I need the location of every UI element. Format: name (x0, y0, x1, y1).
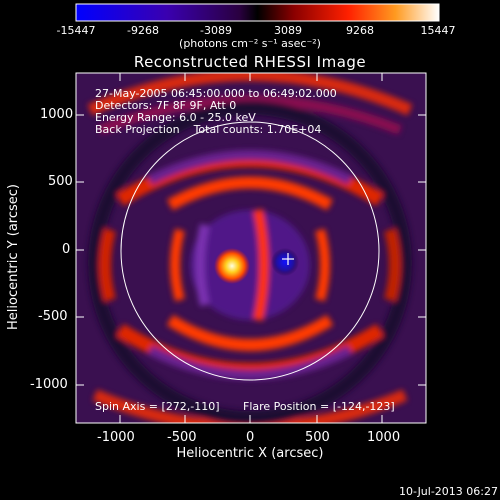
x-tick-label: 0 (246, 430, 255, 445)
colorbar (75, 3, 440, 22)
info-detectors: Detectors: 7F 8F 9F, Att 0 (95, 99, 237, 112)
info-time-range: 27-May-2005 06:45:00.000 to 06:49:02.000 (95, 87, 337, 100)
x-tick-label: -500 (167, 430, 197, 445)
x-tick-marks (119, 73, 383, 423)
reconstructed-image (76, 73, 426, 423)
info-block: 27-May-2005 06:45:00.000 to 06:49:02.000… (95, 88, 337, 136)
flare-source-bright (214, 248, 250, 284)
colorbar-tick-5: 9268 (346, 24, 374, 37)
x-tick-label: 500 (305, 430, 330, 445)
y-tick-label: 0 (62, 242, 71, 257)
flare-position-label: Flare Position = [-124,-123] (243, 400, 395, 413)
info-method-counts: Back Projection Total counts: 1.70E+04 (95, 123, 322, 136)
x-tick-label: -1000 (97, 430, 135, 445)
y-tick-label: 500 (48, 174, 73, 189)
colorbar-tick-4: 3089 (274, 24, 302, 37)
colorbar-tick-6: 15447 (420, 24, 456, 37)
colorbar-units: (photons cm⁻² s⁻¹ asec⁻²) (179, 37, 321, 50)
plot-frame (75, 72, 427, 424)
y-tick-label: 1000 (40, 107, 74, 122)
colorbar-tick-1: -15447 (56, 24, 96, 37)
y-axis-label: Heliocentric Y (arcsec) (6, 184, 21, 330)
x-axis-label: Heliocentric X (arcsec) (176, 446, 324, 461)
y-tick-label: -500 (38, 309, 68, 324)
y-tick-label: -1000 (30, 377, 68, 392)
colorbar-tick-2: -9268 (127, 24, 159, 37)
solar-limb (120, 121, 380, 381)
x-tick-label: 1000 (367, 430, 401, 445)
flare-source-negative (271, 248, 299, 276)
colorbar-tick-3: -3089 (200, 24, 232, 37)
info-energy-range: Energy Range: 6.0 - 25.0 keV (95, 111, 256, 124)
spin-axis-label: Spin Axis = [272,-110] (95, 400, 220, 413)
image-title: Reconstructed RHESSI Image (133, 53, 367, 71)
timestamp: 10-Jul-2013 06:27 (398, 485, 498, 498)
y-tick-marks (76, 114, 426, 386)
